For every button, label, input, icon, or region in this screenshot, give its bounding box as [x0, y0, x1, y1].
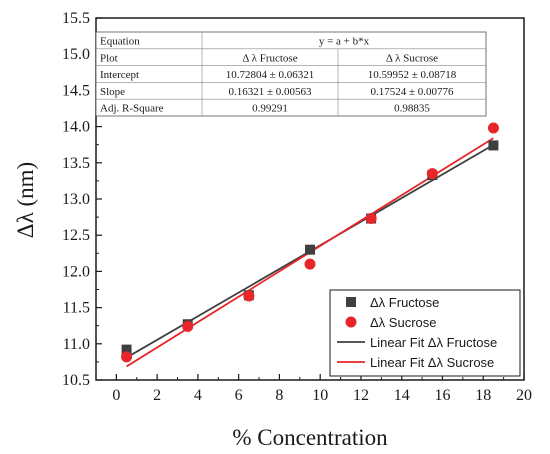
fit-table-cell: Intercept	[100, 69, 139, 81]
fit-table-cell: 0.98835	[394, 103, 430, 115]
y-tick-label: 15.5	[62, 10, 90, 27]
fit-table-cell: Slope	[100, 86, 125, 98]
y-tick-label: 11.5	[63, 300, 90, 317]
fit-table-cell: Plot	[100, 52, 118, 64]
x-tick-label: 0	[112, 387, 120, 404]
y-tick-label: 12.5	[62, 227, 90, 244]
y-tick-label: 13.0	[62, 191, 90, 208]
fit-table	[95, 31, 487, 117]
x-tick-label: 18	[475, 387, 491, 404]
data-point-square	[488, 140, 499, 151]
fit-table-cell: Δ λ Fructose	[242, 52, 297, 64]
fit-table-cell: Equation	[100, 36, 140, 48]
y-tick-label: 10.5	[62, 372, 90, 389]
x-tick-label: 16	[434, 387, 450, 404]
legend-label: Linear Fit Δλ Sucrose	[370, 355, 494, 370]
x-tick-label: 4	[194, 387, 202, 404]
x-tick-label: 8	[275, 387, 283, 404]
fit-table-cell: Adj. R-Square	[100, 103, 164, 115]
legend-marker-circle	[345, 316, 357, 328]
data-point-circle	[121, 351, 133, 363]
y-tick-label: 14.5	[62, 82, 90, 99]
data-point-circle	[365, 213, 377, 225]
y-tick-label: 13.5	[62, 155, 90, 172]
x-tick-label: 12	[353, 387, 369, 404]
legend-label: Δλ Sucrose	[370, 315, 437, 330]
y-tick-label: 14.0	[62, 119, 90, 136]
fit-table-cell: 10.59952 ± 0.08718	[368, 69, 457, 81]
x-tick-label: 20	[516, 387, 532, 404]
fit-table-cell: 0.16321 ± 0.00563	[228, 86, 312, 98]
fit-table-cell: 0.99291	[252, 103, 288, 115]
data-point-circle	[182, 320, 194, 332]
y-tick-label: 12.0	[62, 263, 90, 280]
x-tick-label: 2	[153, 387, 161, 404]
legend-marker-square	[346, 297, 356, 307]
data-point-square	[305, 244, 315, 255]
data-point-square	[121, 344, 132, 355]
fit-table-cell: Δ λ Sucrose	[386, 52, 438, 64]
data-point-circle	[304, 258, 316, 270]
x-tick-label: 14	[394, 387, 410, 404]
data-point-circle	[426, 168, 438, 180]
data-point-circle	[243, 290, 255, 302]
fit-table-cell: 0.17524 ± 0.00776	[370, 86, 454, 98]
legend-label: Δλ Fructose	[370, 295, 439, 310]
x-axis-title: % Concentration	[232, 425, 388, 450]
y-axis-title: Δλ (nm)	[13, 162, 38, 238]
data-point-circle	[487, 122, 499, 134]
y-tick-label: 15.0	[62, 46, 90, 63]
x-tick-label: 6	[235, 387, 243, 404]
fit-table-cell: y = a + b*x	[319, 36, 370, 48]
x-tick-label: 10	[312, 387, 328, 404]
y-tick-label: 11.0	[63, 336, 90, 353]
fit-table-cell: 10.72804 ± 0.06321	[226, 69, 315, 81]
legend-label: Linear Fit Δλ Fructose	[370, 335, 497, 350]
